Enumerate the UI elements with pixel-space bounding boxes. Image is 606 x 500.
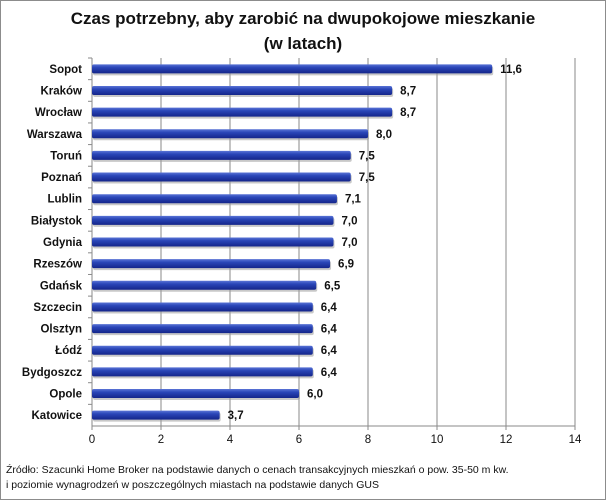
value-label: 7,0 (342, 215, 358, 227)
bars (92, 64, 494, 422)
value-label: 7,1 (345, 194, 362, 206)
value-label: 8,7 (400, 107, 416, 119)
category-label: Olsztyn (40, 324, 82, 336)
category-label: Toruń (50, 150, 82, 162)
value-label: 6,4 (321, 302, 338, 314)
bar (92, 237, 334, 247)
value-label: 6,4 (321, 345, 338, 357)
bar (92, 107, 393, 117)
bar (92, 259, 331, 269)
category-label: Poznań (41, 172, 82, 184)
category-label: Gdynia (43, 237, 83, 249)
bar (92, 345, 313, 355)
source-note: Źródło: Szacunki Home Broker na podstawi… (6, 463, 602, 493)
bar (92, 367, 313, 377)
category-label: Gdańsk (40, 280, 83, 292)
x-tick-label: 12 (500, 434, 513, 446)
category-label: Wrocław (35, 107, 82, 119)
x-tick-label: 4 (227, 434, 234, 446)
category-label: Sopot (49, 64, 82, 76)
value-label: 8,0 (376, 129, 392, 141)
value-label: 7,5 (359, 172, 376, 184)
x-tick-label: 10 (431, 434, 444, 446)
bar (92, 129, 368, 139)
bar (92, 410, 220, 420)
category-label: Rzeszów (33, 259, 82, 271)
x-tick-label: 2 (158, 434, 164, 446)
category-label: Szczecin (33, 302, 82, 314)
bar-chart: 0 2 4 6 8 10 12 14 Sopot 11,6 Kraków 8,7 Wrocław 8,7 W… (22, 57, 582, 446)
category-label: Opole (49, 389, 82, 401)
x-tick-label: 14 (569, 434, 582, 446)
bar (92, 302, 313, 312)
value-label: 7,5 (359, 150, 376, 162)
category-label: Lublin (48, 194, 83, 206)
category-label: Katowice (32, 410, 83, 422)
bar (92, 389, 299, 399)
category-label: Kraków (40, 85, 82, 97)
value-label: 6,0 (307, 389, 323, 401)
value-label: 7,0 (342, 237, 358, 249)
bar (92, 85, 393, 95)
x-tick-label: 0 (89, 434, 95, 446)
category-label: Białystok (31, 215, 83, 227)
bar (92, 324, 313, 334)
value-label: 6,9 (338, 259, 354, 271)
category-label: Warszawa (27, 129, 83, 141)
labels: 0 2 4 6 8 10 12 14 Sopot 11,6 Kraków 8,7 Wrocław 8,7 W… (22, 64, 582, 446)
bar (92, 194, 337, 204)
value-label: 6,5 (324, 280, 341, 292)
category-label: Bydgoszcz (22, 367, 82, 379)
bar (92, 150, 351, 160)
value-label: 6,4 (321, 367, 338, 379)
source-line-1: Źródło: Szacunki Home Broker na podstawi… (6, 464, 509, 476)
category-label: Łódź (55, 345, 82, 357)
bar (92, 215, 334, 225)
value-label: 8,7 (400, 85, 416, 97)
source-line-2: i poziomie wynagrodzeń w poszczególnych … (6, 479, 379, 491)
x-tick-label: 6 (296, 434, 302, 446)
bar (92, 64, 493, 74)
chart-subtitle: (w latach) (263, 34, 343, 53)
value-label: 6,4 (321, 324, 338, 336)
bar (92, 172, 351, 182)
bar (92, 280, 317, 290)
value-label: 3,7 (228, 410, 244, 422)
chart-title: Czas potrzebny, aby zarobić na dwupokojo… (70, 9, 536, 28)
value-label: 11,6 (500, 64, 522, 76)
x-tick-label: 8 (365, 434, 371, 446)
